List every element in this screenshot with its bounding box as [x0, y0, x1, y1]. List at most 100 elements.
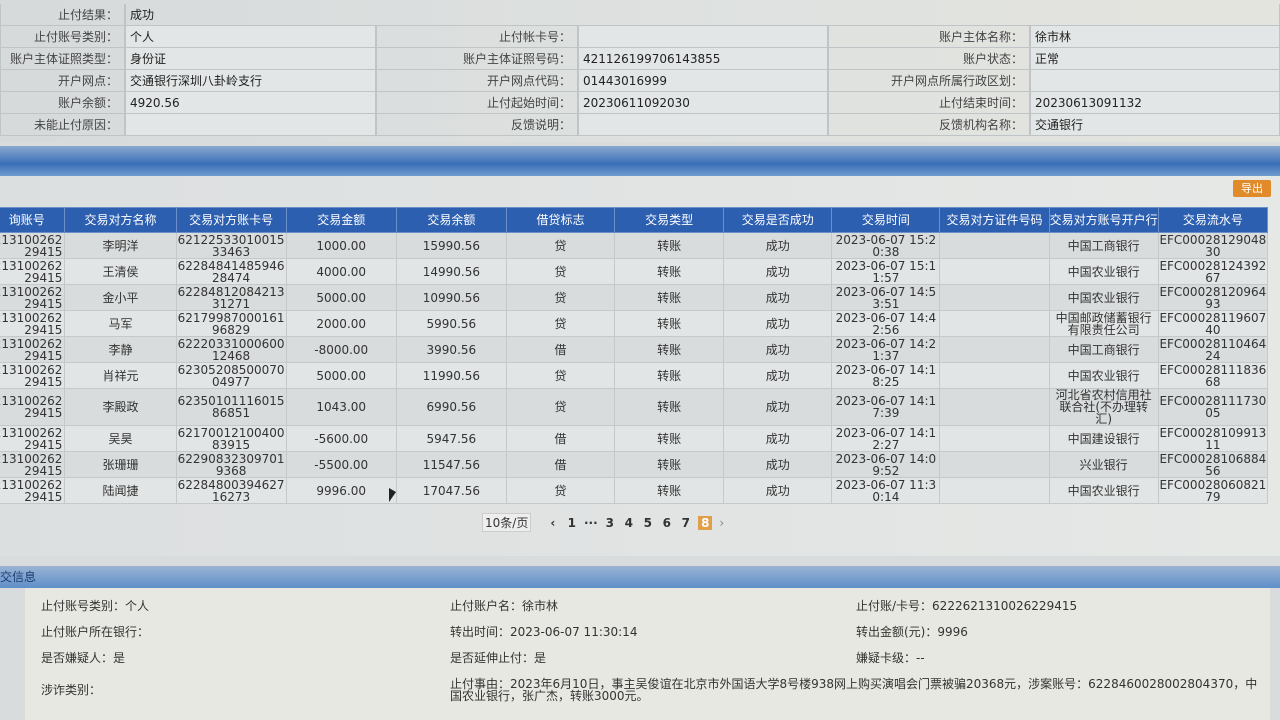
table-cell: 成功 [723, 232, 833, 259]
field-value [125, 114, 376, 136]
table-row[interactable]: 213100262 29415 马军 62179987000161 96829 200… [0, 310, 1269, 337]
table-cell: 10990.56 [395, 284, 507, 311]
field-value: 4920.56 [125, 92, 376, 114]
table-row[interactable]: 213100262 29415 李明洋 62122533010015 33463 10… [0, 232, 1269, 259]
field-value: 个人 [125, 26, 376, 48]
column-header[interactable]: 交易余额 [395, 207, 507, 233]
table-cell: 转账 [614, 232, 725, 259]
result-value: 成功 [125, 4, 1280, 26]
table-cell: 成功 [723, 258, 833, 285]
table-cell: 213100262 29415 [0, 388, 66, 426]
table-cell: -5500.00 [285, 451, 397, 478]
field-value: 20230613091132 [1030, 92, 1280, 114]
field-label: 止付结束时间： [828, 92, 1030, 114]
section-header-band [0, 146, 1280, 176]
column-header[interactable]: 询账号 [0, 207, 66, 233]
column-header[interactable]: 交易对方账号开户行 [1048, 207, 1159, 233]
table-cell: EFC00028124392 67 [1157, 258, 1269, 285]
pagination: 10条/页 ‹ 1 ··· 3 4 5 6 7 8 › [482, 513, 731, 532]
column-header[interactable]: 交易对方名称 [64, 207, 177, 233]
transaction-table: 询账号 交易对方名称 交易对方账卡号 交易金额 交易余额 借贷标志 交易类型 交易是否成功 交易… [0, 207, 1269, 504]
table-cell: 11547.56 [395, 451, 507, 478]
table-cell: 陆闻捷 [64, 477, 177, 504]
table-row[interactable]: 213100262 29415 王清侯 62284841485946 28474 40… [0, 258, 1269, 285]
info-item: 是否嫌疑人：是 [41, 651, 126, 665]
page-size-select[interactable]: 10条/页 [482, 513, 532, 532]
table-row[interactable]: 213100262 29415 张珊珊 62290832309701 9368 -55… [0, 451, 1269, 478]
table-cell: 2023-06-07 14:0 9:52 [831, 451, 941, 478]
table-cell: -5600.00 [285, 425, 397, 452]
table-cell: 213100262 29415 [0, 258, 66, 285]
column-header[interactable]: 交易对方账卡号 [175, 207, 287, 233]
info-row: 账户主体证照类型： 身份证 账户主体证照号码： 421126199706143855 账… [0, 48, 1280, 70]
table-cell: 成功 [723, 451, 833, 478]
column-header[interactable]: 借贷标志 [505, 207, 616, 233]
table-cell: 213100262 29415 [0, 232, 66, 259]
column-header[interactable]: 交易类型 [614, 207, 725, 233]
table-row[interactable]: 213100262 29415 陆闻捷 62284800394627 16273 99… [0, 477, 1269, 504]
result-row: 止付结果： 成功 [0, 4, 1280, 26]
table-cell [939, 477, 1050, 504]
table-cell: 贷 [505, 477, 616, 504]
table-cell: 中国建设银行 [1048, 425, 1159, 452]
table-cell: EFC00028110464 24 [1157, 336, 1269, 363]
table-row[interactable]: 213100262 29415 金小平 62284812084213 31271 50… [0, 284, 1269, 311]
table-cell: 17047.56 [395, 477, 507, 504]
table-row[interactable]: 213100262 29415 李静 62220331000600 12468 -80… [0, 336, 1269, 363]
table-cell: 2023-06-07 14:1 2:27 [831, 425, 941, 452]
table-cell: 兴业银行 [1048, 451, 1159, 478]
page-button[interactable]: 3 [605, 515, 614, 530]
page-button[interactable]: ··· [583, 515, 598, 530]
column-header[interactable]: 交易对方证件号码 [939, 207, 1050, 233]
page-button[interactable]: 7 [681, 515, 690, 530]
table-row[interactable]: 213100262 29415 吴昊 62170012100400 83915 -56… [0, 425, 1269, 452]
field-value: 01443016999 [578, 70, 828, 92]
table-cell: 11990.56 [395, 362, 507, 389]
table-row[interactable]: 213100262 29415 肖祥元 62305208500070 04977 50… [0, 362, 1269, 389]
table-cell: 2023-06-07 14:2 1:37 [831, 336, 941, 363]
next-page-button[interactable]: › [719, 515, 725, 530]
field-label: 止付结果： [0, 4, 125, 26]
table-cell: EFC00028111836 68 [1157, 362, 1269, 389]
table-cell: 5990.56 [395, 310, 507, 337]
transfer-info-panel [25, 588, 1270, 720]
field-value: 正常 [1030, 48, 1280, 70]
table-cell: 213100262 29415 [0, 336, 66, 363]
column-header[interactable]: 交易是否成功 [723, 207, 833, 233]
page-button[interactable]: 4 [624, 515, 633, 530]
table-cell: 2023-06-07 15:2 0:38 [831, 232, 941, 259]
table-cell: 62122533010015 33463 [175, 232, 287, 259]
table-cell: 62284800394627 16273 [175, 477, 287, 504]
page-button[interactable]: 1 [567, 515, 576, 530]
column-header[interactable]: 交易流水号 [1157, 207, 1269, 233]
table-cell: 转账 [614, 451, 725, 478]
table-cell: 贷 [505, 284, 616, 311]
table-cell: 3990.56 [395, 336, 507, 363]
table-cell: 中国邮政储蓄银行 有限责任公司 [1048, 310, 1159, 337]
info-item: 止付账户名：徐市林 [450, 599, 559, 613]
field-value [578, 26, 828, 48]
table-cell: 转账 [614, 336, 725, 363]
prev-page-button[interactable]: ‹ [550, 515, 556, 530]
column-header[interactable]: 交易金额 [285, 207, 397, 233]
page-button[interactable]: 6 [662, 515, 671, 530]
table-cell: 贷 [505, 388, 616, 426]
export-button[interactable]: 导出 [1233, 180, 1271, 197]
current-page[interactable]: 8 [698, 515, 713, 530]
table-cell: 中国工商银行 [1048, 336, 1159, 363]
table-cell [939, 310, 1050, 337]
info-item: 涉诈类别： [41, 683, 102, 697]
info-item: 转出金额(元)：9996 [856, 625, 968, 639]
info-row: 账户余额： 4920.56 止付起始时间： 20230611092030 止付结束时间：… [0, 92, 1280, 114]
info-row: 止付账号类别： 个人 止付帐卡号： 账户主体名称： 徐市林 [0, 26, 1280, 48]
page-button[interactable]: 5 [643, 515, 652, 530]
info-item: 止付账号类别：个人 [41, 599, 150, 613]
table-cell [939, 362, 1050, 389]
table-cell: 1000.00 [285, 232, 397, 259]
column-header[interactable]: 交易时间 [831, 207, 941, 233]
table-header-row: 询账号 交易对方名称 交易对方账卡号 交易金额 交易余额 借贷标志 交易类型 交易是否成功 交易… [0, 207, 1269, 233]
table-cell: 成功 [723, 336, 833, 363]
table-row[interactable]: 213100262 29415 李殿政 62350101116015 86851 10… [0, 388, 1269, 426]
field-label: 未能止付原因： [0, 114, 125, 136]
table-cell: 成功 [723, 362, 833, 389]
